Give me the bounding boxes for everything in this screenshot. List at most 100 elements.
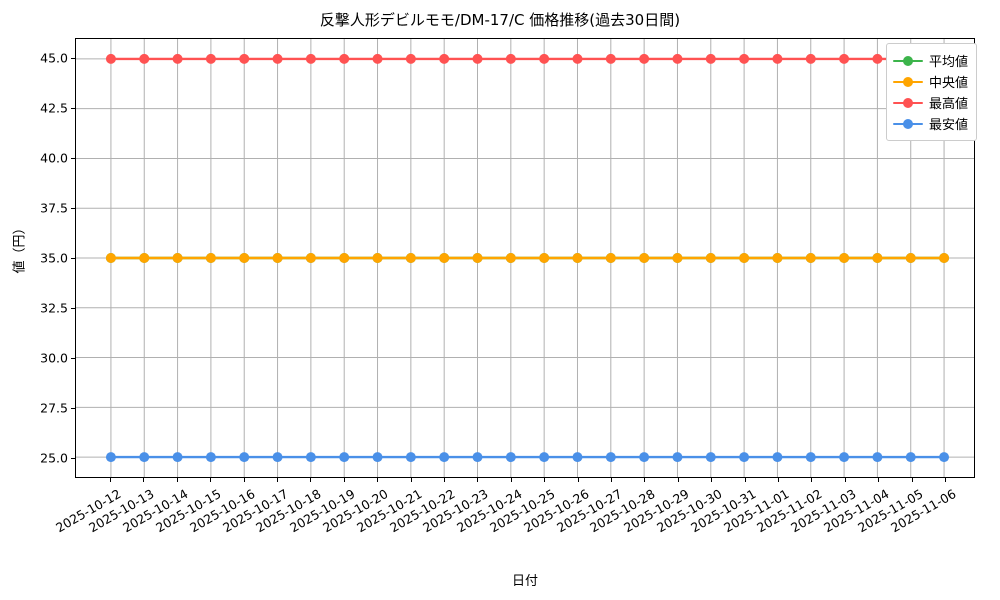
data-point-marker xyxy=(405,452,416,463)
y-tick-label: 27.5 xyxy=(40,400,68,416)
data-point-marker xyxy=(139,53,150,64)
data-point-marker xyxy=(239,53,250,64)
x-tick-mark xyxy=(744,478,746,482)
data-point-marker xyxy=(839,253,850,263)
legend-label: 中央値 xyxy=(929,76,969,91)
data-point-marker xyxy=(772,53,783,64)
data-point-marker xyxy=(439,452,450,463)
data-point-marker xyxy=(239,452,250,463)
x-tick-mark xyxy=(277,478,279,482)
data-point-marker xyxy=(905,253,916,263)
data-point-marker xyxy=(372,452,383,463)
x-tick-mark xyxy=(611,478,613,482)
data-point-marker xyxy=(839,452,850,463)
x-tick-mark xyxy=(811,478,813,482)
data-point-marker xyxy=(439,53,450,64)
data-point-marker xyxy=(939,253,950,263)
data-point-marker xyxy=(639,452,650,463)
data-point-marker xyxy=(805,53,816,64)
y-tick-mark xyxy=(71,108,75,110)
data-point-marker xyxy=(305,53,316,64)
data-point-marker xyxy=(705,53,716,64)
data-point-marker xyxy=(539,452,550,463)
data-point-marker xyxy=(672,452,683,463)
data-point-marker xyxy=(239,253,250,263)
data-point-marker xyxy=(639,253,650,263)
data-point-marker xyxy=(105,452,116,463)
data-point-marker xyxy=(339,452,350,463)
chart-title: 反撃人形デビルモモ/DM-17/C 価格推移(過去30日間) xyxy=(319,11,681,29)
data-point-marker xyxy=(405,53,416,64)
data-point-marker xyxy=(739,253,750,263)
legend-item-3[interactable]: 最安値 xyxy=(893,113,968,134)
data-point-marker xyxy=(572,53,583,64)
y-tick-mark xyxy=(71,208,75,210)
x-tick-mark xyxy=(945,478,947,482)
data-point-marker xyxy=(505,253,516,263)
y-tick-mark xyxy=(71,458,75,460)
legend-swatch-icon xyxy=(893,75,923,89)
x-tick-mark xyxy=(410,478,412,482)
data-point-marker xyxy=(205,253,216,263)
data-point-marker xyxy=(405,253,416,263)
legend-swatch-icon xyxy=(893,117,923,131)
y-tick-mark xyxy=(71,158,75,160)
legend-item-0[interactable]: 平均値 xyxy=(893,50,968,71)
legend-label: 最安値 xyxy=(929,118,969,133)
y-tick-label: 45.0 xyxy=(40,50,68,66)
data-point-marker xyxy=(872,253,883,263)
data-point-marker xyxy=(339,253,350,263)
data-point-marker xyxy=(272,53,283,64)
data-point-marker xyxy=(672,253,683,263)
data-point-marker xyxy=(139,253,150,263)
y-tick-mark xyxy=(71,58,75,60)
x-tick-mark xyxy=(911,478,913,482)
data-point-marker xyxy=(439,253,450,263)
data-point-marker xyxy=(472,53,483,64)
x-tick-mark xyxy=(377,478,379,482)
legend-item-1[interactable]: 中央値 xyxy=(893,71,968,92)
chart-legend: 平均値中央値 最高値最安値 xyxy=(886,43,978,141)
data-point-marker xyxy=(372,53,383,64)
data-point-marker xyxy=(139,452,150,463)
legend-dot-marker xyxy=(903,76,913,87)
y-tick-mark xyxy=(71,258,75,260)
data-point-marker xyxy=(172,53,183,64)
data-point-marker xyxy=(372,253,383,263)
data-point-marker xyxy=(505,452,516,463)
data-point-marker xyxy=(539,253,550,263)
legend-dot-marker xyxy=(903,118,913,129)
y-tick-label: 30.0 xyxy=(40,350,68,366)
plot-area xyxy=(75,38,975,478)
data-point-marker xyxy=(872,53,883,64)
data-point-marker xyxy=(472,452,483,463)
data-point-marker xyxy=(605,253,616,263)
data-point-marker xyxy=(305,452,316,463)
x-tick-mark xyxy=(310,478,312,482)
data-point-marker xyxy=(605,53,616,64)
x-tick-mark xyxy=(544,478,546,482)
y-tick-mark xyxy=(71,308,75,310)
legend-dot-marker xyxy=(903,97,913,108)
legend-swatch-icon xyxy=(893,54,923,68)
data-point-marker xyxy=(872,452,883,463)
data-point-marker xyxy=(772,253,783,263)
data-point-marker xyxy=(105,253,116,263)
x-tick-mark xyxy=(243,478,245,482)
x-tick-mark xyxy=(711,478,713,482)
y-tick-label: 42.5 xyxy=(40,100,68,116)
data-point-marker xyxy=(839,53,850,64)
data-point-marker xyxy=(705,253,716,263)
legend-item-2[interactable]: 最高値 xyxy=(893,92,968,113)
y-tick-label: 35.0 xyxy=(40,250,68,266)
data-point-marker xyxy=(205,53,216,64)
data-point-marker xyxy=(672,53,683,64)
data-point-marker xyxy=(805,452,816,463)
data-point-marker xyxy=(339,53,350,64)
data-point-marker xyxy=(605,452,616,463)
x-tick-mark xyxy=(444,478,446,482)
x-tick-mark xyxy=(677,478,679,482)
data-point-marker xyxy=(272,452,283,463)
data-point-marker xyxy=(939,452,950,463)
